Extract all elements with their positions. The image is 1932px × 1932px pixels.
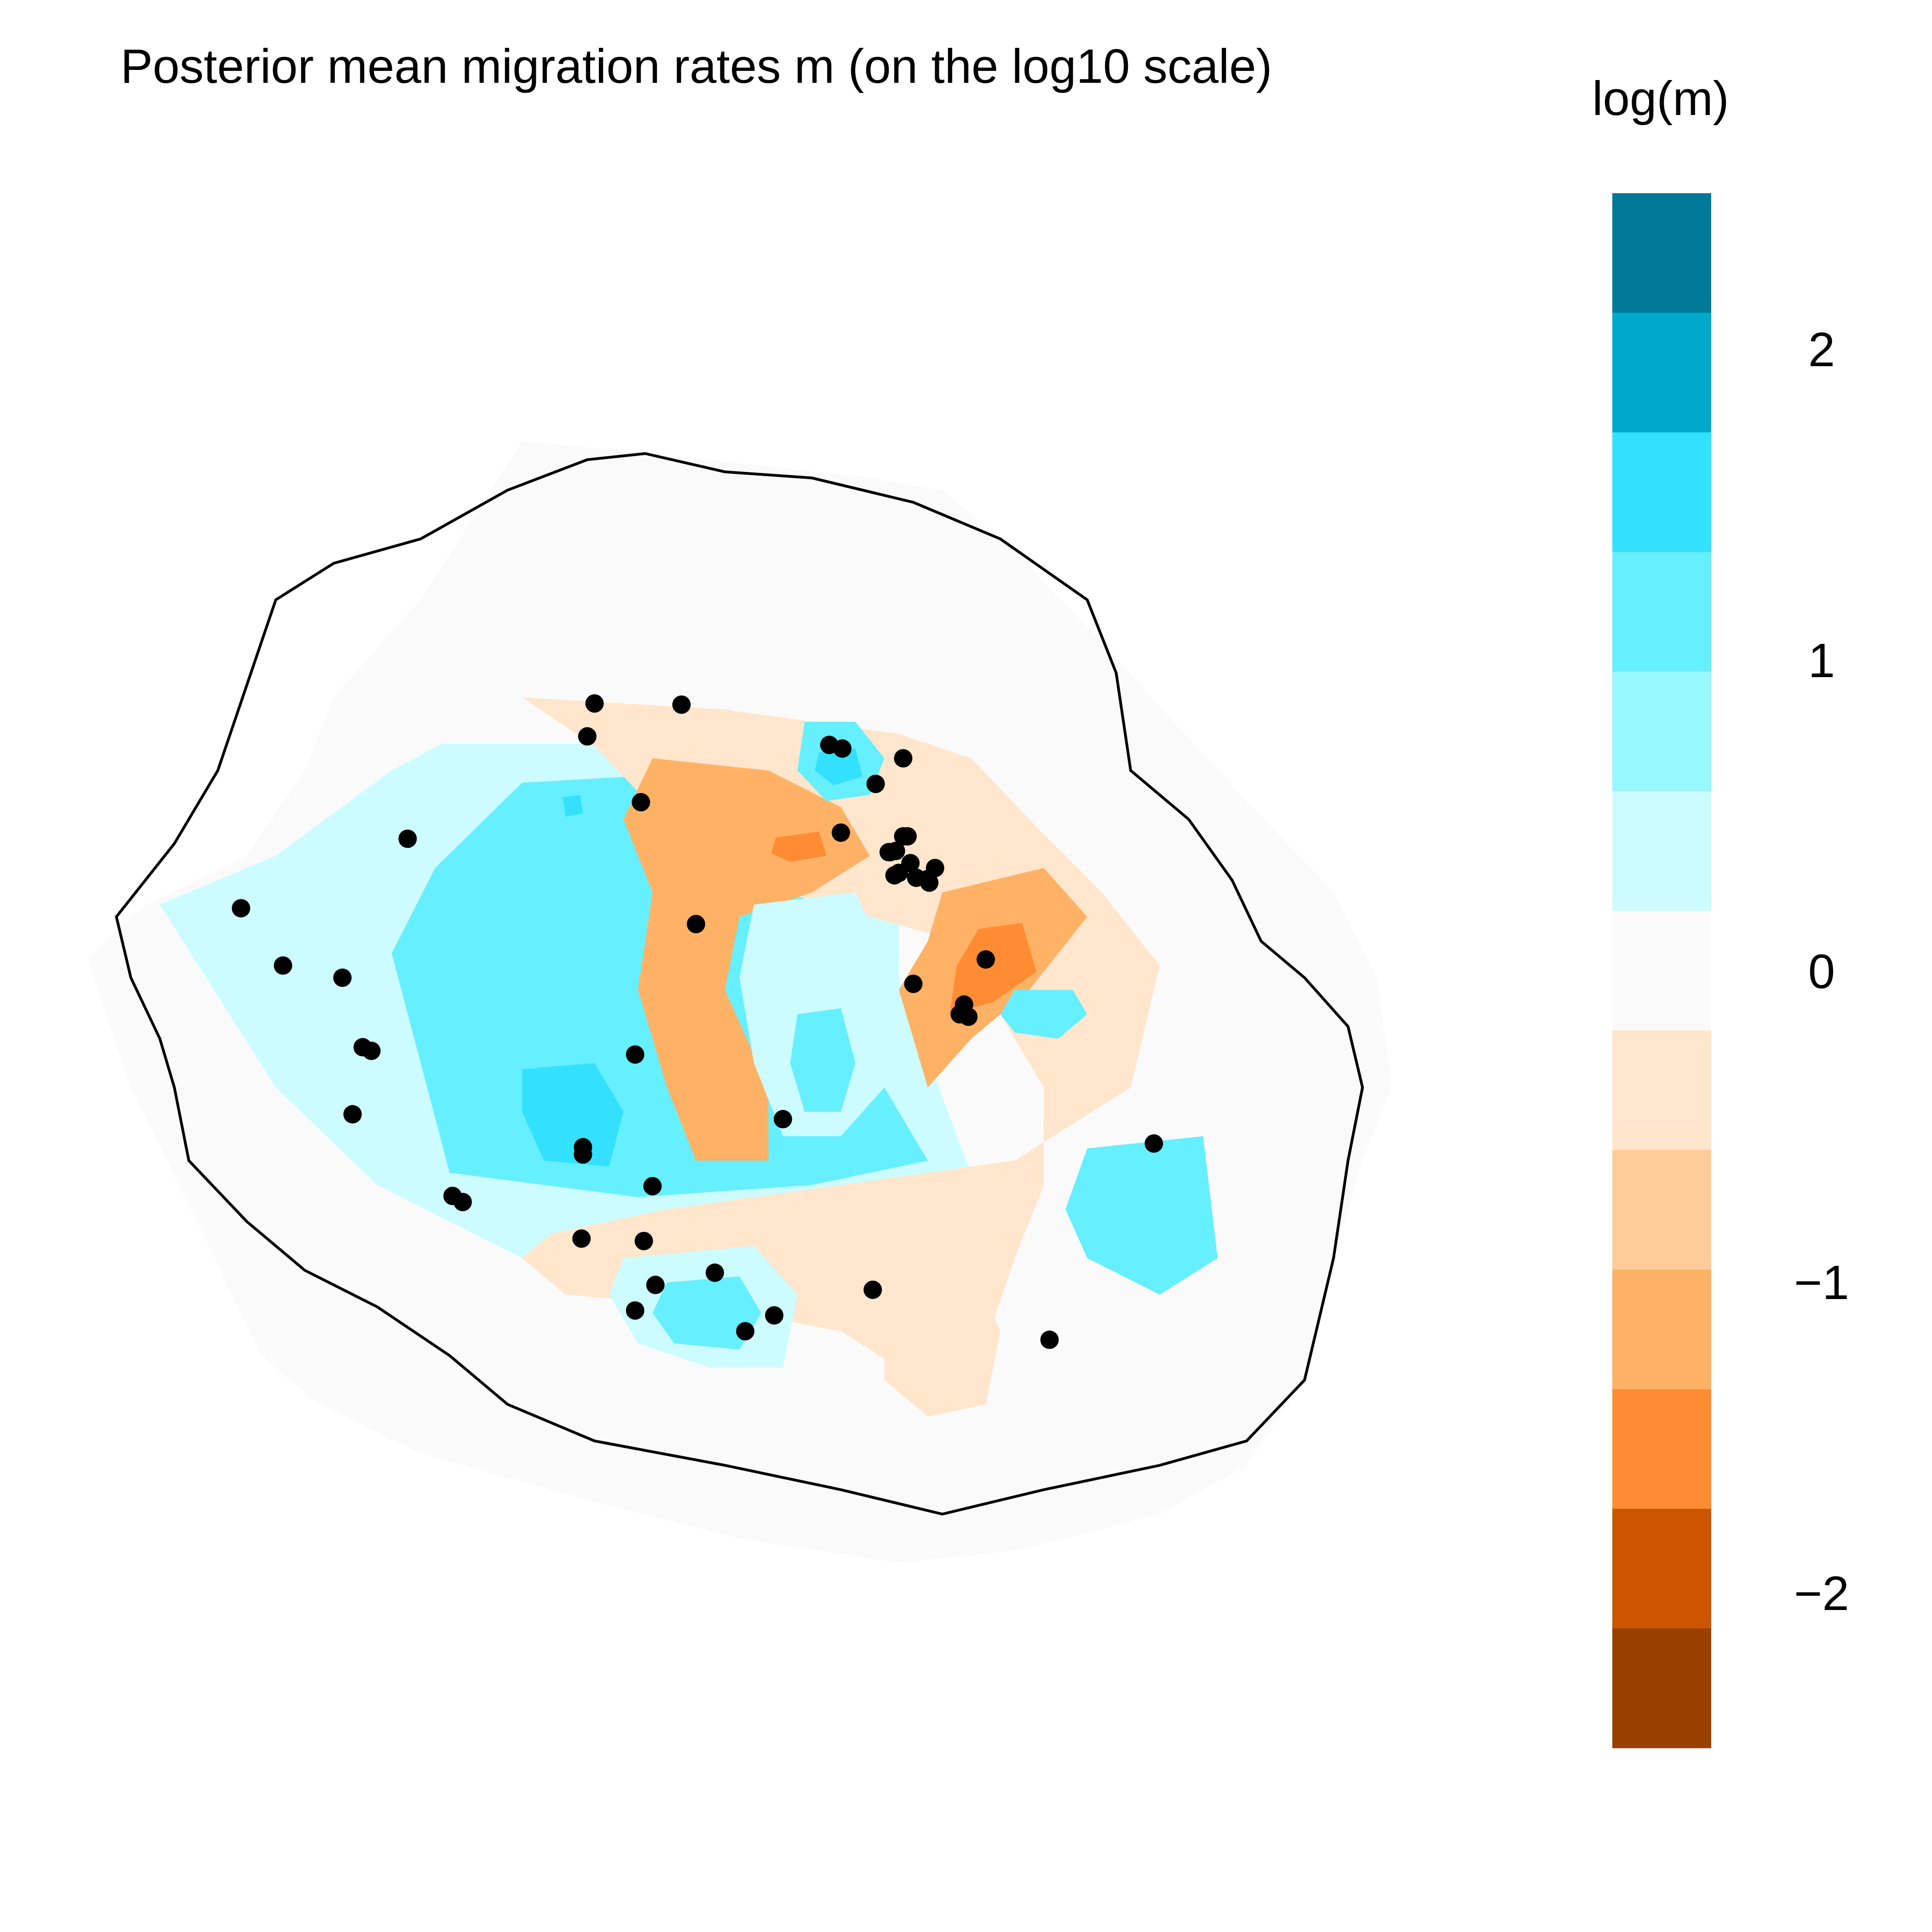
sample-point bbox=[898, 827, 917, 846]
sample-point bbox=[832, 823, 850, 842]
sample-point bbox=[959, 1007, 978, 1026]
sample-point bbox=[885, 866, 904, 885]
surface-region-4 bbox=[522, 697, 1160, 1392]
sample-point bbox=[626, 1045, 644, 1064]
legend-tick-label: −2 bbox=[1794, 1567, 1849, 1621]
legend-swatch bbox=[1612, 193, 1711, 313]
sample-point bbox=[894, 749, 913, 768]
sample-point bbox=[646, 1276, 665, 1294]
legend-tick-labels: 2 1 0 −1 −2 bbox=[1794, 323, 1849, 1621]
legend-tick-label: −1 bbox=[1794, 1256, 1849, 1310]
sample-point bbox=[687, 914, 705, 933]
sample-point bbox=[866, 775, 885, 794]
sample-point bbox=[632, 793, 650, 811]
chart-title: Posterior mean migration rates m (on the… bbox=[121, 40, 1272, 93]
sample-point bbox=[1040, 1330, 1059, 1349]
sample-point bbox=[274, 956, 293, 975]
surface-region-12 bbox=[790, 1008, 856, 1112]
sample-locations bbox=[231, 694, 1163, 1349]
sample-point bbox=[879, 843, 898, 862]
sample-point bbox=[920, 873, 939, 892]
legend-title: log(m) bbox=[1592, 72, 1729, 126]
legend-swatch bbox=[1612, 1270, 1711, 1390]
legend-swatch bbox=[1612, 1509, 1711, 1629]
legend-tick-label: 0 bbox=[1808, 945, 1835, 999]
surface-region-13 bbox=[1000, 990, 1087, 1039]
sample-point bbox=[398, 829, 417, 848]
surface-region-2 bbox=[522, 1063, 624, 1167]
legend-swatch bbox=[1612, 1150, 1711, 1270]
island-outline bbox=[115, 452, 1364, 1516]
sample-point bbox=[833, 739, 852, 758]
surface-region-8 bbox=[949, 923, 1037, 1014]
sample-point bbox=[736, 1322, 755, 1340]
sample-point bbox=[333, 968, 352, 987]
sample-point bbox=[231, 899, 250, 918]
sample-point bbox=[977, 950, 995, 969]
sample-point bbox=[765, 1306, 784, 1325]
surface-region-14 bbox=[1065, 1136, 1218, 1295]
legend-swatch bbox=[1612, 1389, 1711, 1509]
sample-point bbox=[453, 1193, 472, 1212]
sample-point bbox=[585, 694, 604, 713]
legend-swatch bbox=[1612, 911, 1711, 1031]
legend-swatch bbox=[1612, 432, 1711, 552]
legend-swatch bbox=[1612, 552, 1711, 672]
legend-tick-label: 2 bbox=[1808, 323, 1835, 377]
legend-color-bar bbox=[1612, 193, 1711, 1748]
sample-point bbox=[343, 1105, 362, 1124]
legend-swatch bbox=[1612, 313, 1711, 433]
sample-point bbox=[574, 1145, 592, 1164]
sample-point bbox=[626, 1301, 644, 1320]
sample-point bbox=[672, 695, 691, 714]
migration-surface bbox=[160, 697, 1218, 1417]
sample-point bbox=[643, 1177, 662, 1196]
sample-point bbox=[578, 727, 597, 746]
sample-point bbox=[572, 1229, 591, 1248]
legend-swatch bbox=[1612, 1030, 1711, 1150]
sample-point bbox=[634, 1231, 653, 1250]
sample-point bbox=[926, 859, 944, 877]
legend-swatch bbox=[1612, 1628, 1711, 1748]
legend-swatch bbox=[1612, 672, 1711, 792]
sample-point bbox=[774, 1110, 792, 1128]
surface-region-16 bbox=[652, 1276, 761, 1350]
sample-point bbox=[362, 1041, 381, 1060]
sample-point bbox=[1144, 1134, 1163, 1153]
legend-tick-label: 1 bbox=[1808, 634, 1835, 688]
sample-point bbox=[904, 974, 923, 993]
sample-point bbox=[863, 1280, 882, 1299]
legend-swatch bbox=[1612, 791, 1711, 911]
surface-region-10 bbox=[815, 748, 863, 785]
surface-region-17 bbox=[884, 1258, 1000, 1417]
sample-point bbox=[705, 1263, 724, 1282]
color-legend: log(m) 2 1 0 −1 −2 bbox=[1592, 72, 1849, 1748]
surface-region-7 bbox=[771, 831, 827, 862]
map-panel bbox=[87, 441, 1392, 1563]
surface-region-3 bbox=[563, 795, 583, 817]
